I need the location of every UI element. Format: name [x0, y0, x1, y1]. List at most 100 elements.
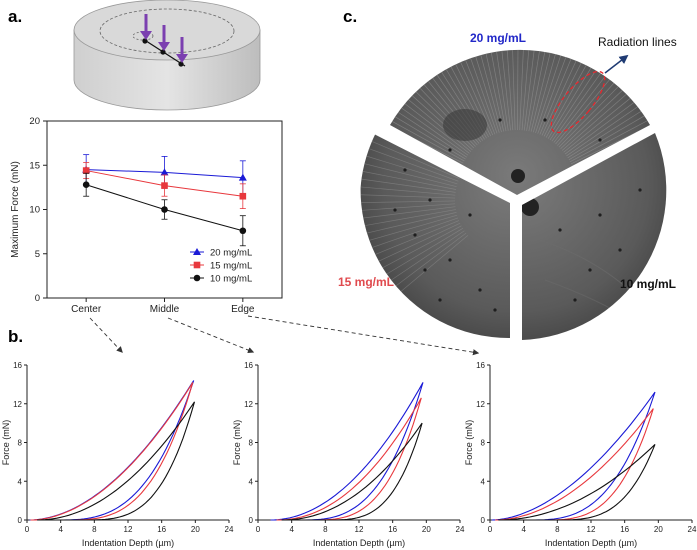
photo-speck — [543, 118, 547, 122]
loading-curve-edge: 0 4 8 12 16 0 4 8 12 16 20 24 Indentation Depth (µm)… — [464, 361, 697, 548]
y-tick-label: 12 — [476, 400, 485, 409]
photo-label-20: 20 mg/mL — [470, 31, 526, 45]
y-axis-label: Force (mN) — [1, 420, 11, 466]
load-unload-curve-1 — [30, 382, 194, 521]
radiation-line — [528, 49, 549, 132]
radiation-line — [362, 171, 457, 190]
radiation-line — [368, 148, 459, 182]
x-tick-label: 8 — [555, 525, 560, 534]
legend-marker — [193, 261, 201, 269]
load-unload-curve-2 — [498, 444, 656, 521]
y-tick-label: 15 — [29, 160, 40, 171]
radiation-line — [526, 49, 543, 131]
radiation-line — [362, 209, 456, 227]
load-unload-curve-2 — [281, 422, 423, 521]
radiation-line — [363, 212, 457, 235]
legend-label: 10 mg/mL — [210, 274, 252, 285]
photo-speck — [468, 213, 472, 217]
x-axis-label: Indentation Depth (µm) — [313, 538, 405, 548]
photo-speck — [478, 288, 482, 292]
load-unload-curve-1 — [276, 397, 422, 521]
sample-cylinder-illustration — [73, 0, 261, 111]
load-unload-curve-0 — [270, 382, 424, 521]
radiation-line — [373, 222, 461, 264]
radiation-line — [385, 230, 465, 285]
x-tick-label: 4 — [289, 525, 294, 534]
x-tick-label: 0 — [25, 525, 30, 534]
x-tick-label: 4 — [521, 525, 526, 534]
legend-label: 15 mg/mL — [210, 261, 252, 272]
data-point — [161, 206, 168, 213]
radiation-line — [360, 200, 456, 203]
radiation-line — [377, 225, 462, 271]
radiation-line — [561, 84, 638, 151]
y-tick-label: 20 — [29, 116, 40, 127]
radiation-line — [366, 155, 458, 185]
radiation-line — [368, 217, 459, 250]
radiation-line — [511, 49, 516, 131]
y-axis-label: Maximum Force (mN) — [10, 161, 21, 258]
panel-connectors — [89, 315, 480, 356]
y-tick-label: 8 — [18, 439, 23, 448]
legend-marker — [193, 248, 201, 255]
radiation-line — [521, 49, 531, 131]
y-tick-label: 12 — [13, 400, 22, 409]
radiation-lines-highlight — [550, 70, 606, 134]
radiation-line — [569, 114, 650, 163]
x-tick-label: 12 — [587, 525, 596, 534]
load-unload-curve-1 — [495, 408, 654, 521]
x-axis-label: Indentation Depth (µm) — [82, 538, 174, 548]
y-tick-label: 0 — [249, 516, 254, 525]
y-tick-label: 16 — [244, 361, 253, 370]
photo-speck — [558, 228, 562, 232]
radiation-line — [361, 206, 456, 219]
x-tick-label: 0 — [488, 525, 493, 534]
y-tick-label: 4 — [18, 477, 23, 486]
y-tick-label: 16 — [476, 361, 485, 370]
photo-speck — [588, 268, 592, 272]
radiation-line — [394, 235, 469, 297]
x-tick-label: 24 — [688, 525, 697, 534]
data-point — [238, 173, 247, 181]
data-point — [82, 167, 90, 174]
y-axis-label: Force (mN) — [464, 420, 474, 466]
radiation-line — [390, 118, 464, 164]
radiation-line — [519, 49, 525, 131]
y-tick-label: 16 — [13, 361, 22, 370]
radiation-line — [551, 59, 611, 142]
hydrogel-photo: Radiation lines 20 mg/mL 15 mg/mL 10 mg/… — [338, 31, 677, 340]
load-unload-curve-0 — [491, 391, 656, 521]
x-tick-label: Middle — [150, 304, 180, 315]
legend-label: 20 mg/mL — [210, 248, 252, 259]
y-tick-label: 12 — [244, 400, 253, 409]
y-tick-label: 0 — [18, 516, 23, 525]
data-point — [239, 227, 247, 235]
radiation-line — [389, 232, 467, 291]
radiation-line — [499, 49, 511, 131]
radiation-line — [560, 79, 634, 150]
radiation-line — [370, 220, 460, 257]
x-tick-label: 24 — [225, 525, 234, 534]
radiation-lines-label: Radiation lines — [598, 35, 677, 49]
radiation-line — [568, 109, 650, 161]
radiation-line — [567, 103, 650, 159]
y-tick-label: 8 — [481, 439, 486, 448]
photo-speck — [413, 233, 417, 237]
radiation-line — [566, 98, 649, 157]
radiation-line — [563, 89, 642, 153]
photo-speck — [573, 298, 577, 302]
y-tick-label: 8 — [249, 439, 254, 448]
radiation-line — [360, 203, 456, 211]
y-tick-label: 4 — [481, 477, 486, 486]
data-point — [160, 168, 169, 176]
x-tick-label: 12 — [355, 525, 364, 534]
radiation-line — [360, 186, 456, 196]
radiation-line — [487, 49, 507, 132]
radiation-line — [517, 49, 519, 131]
x-tick-label: 0 — [256, 525, 261, 534]
loading-curve-middle: 0 4 8 12 16 0 4 8 12 16 20 24 Indentation Depth (µm)… — [232, 361, 465, 548]
photo-speck — [438, 298, 442, 302]
loading-curve-center: 0 4 8 12 16 0 4 8 12 16 20 24 Indentation Depth (µm)… — [1, 361, 234, 548]
panel-label-c: c. — [343, 7, 357, 26]
